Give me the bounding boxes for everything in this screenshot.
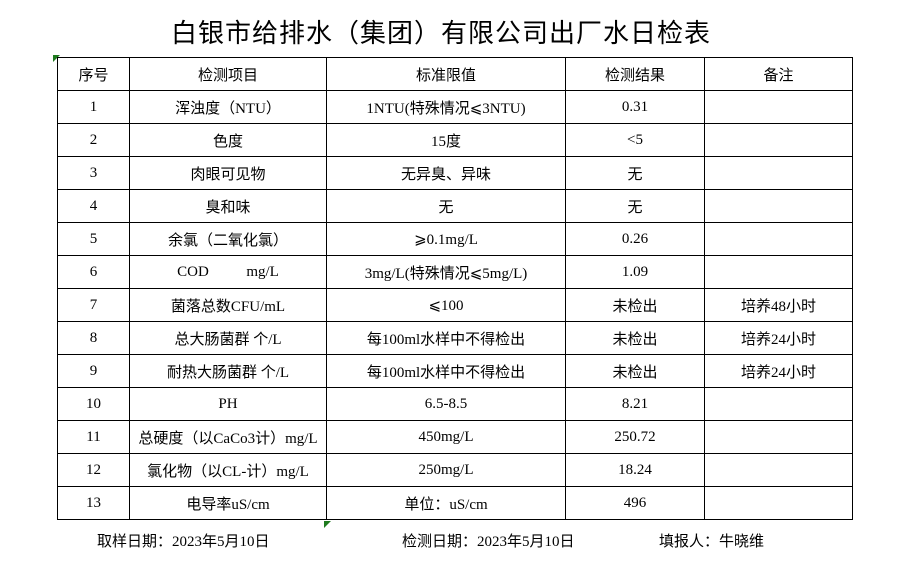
cell-limit: 无异臭、异味 [326, 156, 566, 190]
cell-item: 电导率uS/cm [129, 486, 327, 520]
cell-no: 6 [57, 255, 130, 289]
cell-note: 培养24小时 [704, 321, 853, 355]
cell-result: 18.24 [565, 453, 705, 487]
cell-item: 耐热大肠菌群 个/L [129, 354, 327, 388]
excel-error-marker-icon [53, 55, 60, 62]
cell-note: 培养24小时 [704, 354, 853, 388]
col-header-item: 检测项目 [129, 57, 327, 91]
cell-item: 总硬度（以CaCo3计）mg/L [129, 420, 327, 454]
cell-note [704, 486, 853, 520]
footer-sampling-date: 取样日期：2023年5月10日 [97, 530, 270, 551]
cell-limit: 3mg/L(特殊情况⩽5mg/L) [326, 255, 566, 289]
cell-limit: 每100ml水样中不得检出 [326, 321, 566, 355]
cell-item: 臭和味 [129, 189, 327, 223]
cell-note [704, 123, 853, 157]
cell-no: 10 [57, 387, 130, 421]
table-row: 3 肉眼可见物 无异臭、异味 无 [57, 156, 853, 190]
table-row: 10 PH 6.5-8.5 8.21 [57, 387, 853, 421]
cell-limit: 6.5-8.5 [326, 387, 566, 421]
reporter-label: 填报人： [659, 534, 720, 550]
cell-item: 余氯（二氧化氯） [129, 222, 327, 256]
table-row: 2 色度 15度 <5 [57, 123, 853, 157]
cell-no: 12 [57, 453, 130, 487]
table-row: 13 电导率uS/cm 单位：uS/cm 496 [57, 486, 853, 520]
footer-test-date: 检测日期：2023年5月10日 [402, 530, 575, 551]
table-row: 8 总大肠菌群 个/L 每100ml水样中不得检出 未检出 培养24小时 [57, 321, 853, 355]
cell-item: 浑浊度（NTU） [129, 90, 327, 124]
col-header-no: 序号 [57, 57, 130, 91]
cell-result: 无 [565, 156, 705, 190]
cell-note [704, 189, 853, 223]
cell-no: 7 [57, 288, 130, 322]
cell-result: 250.72 [565, 420, 705, 454]
table-header-row: 序号 检测项目 标准限值 检测结果 备注 [57, 57, 853, 91]
cell-item: COD mg/L [129, 255, 327, 289]
cell-limit: 单位：uS/cm [326, 486, 566, 520]
cell-note [704, 255, 853, 289]
cell-limit: 450mg/L [326, 420, 566, 454]
cell-no: 1 [57, 90, 130, 124]
cell-limit: ⩽100 [326, 288, 566, 322]
cell-item: 总大肠菌群 个/L [129, 321, 327, 355]
cell-limit: 250mg/L [326, 453, 566, 487]
cell-no: 3 [57, 156, 130, 190]
col-header-note: 备注 [704, 57, 853, 91]
col-header-limit: 标准限值 [326, 57, 566, 91]
cell-item: 氯化物（以CL-计）mg/L [129, 453, 327, 487]
cell-item: 菌落总数CFU/mL [129, 288, 327, 322]
cell-note [704, 222, 853, 256]
cell-note [704, 387, 853, 421]
table-row: 11 总硬度（以CaCo3计）mg/L 450mg/L 250.72 [57, 420, 853, 454]
cell-no: 8 [57, 321, 130, 355]
cell-note [704, 90, 853, 124]
cell-no: 13 [57, 486, 130, 520]
sampling-date-label: 取样日期： [97, 534, 173, 550]
cell-note [704, 453, 853, 487]
cell-limit: 每100ml水样中不得检出 [326, 354, 566, 388]
sampling-date-value: 2023年5月10日 [172, 534, 270, 550]
cell-result: 未检出 [565, 288, 705, 322]
cell-limit: 无 [326, 189, 566, 223]
cell-result: <5 [565, 123, 705, 157]
cell-note [704, 420, 853, 454]
cell-limit: ⩾0.1mg/L [326, 222, 566, 256]
table-row: 5 余氯（二氧化氯） ⩾0.1mg/L 0.26 [57, 222, 853, 256]
reporter-value: 牛晓维 [719, 534, 765, 550]
cell-no: 5 [57, 222, 130, 256]
table-row: 1 浑浊度（NTU） 1NTU(特殊情况⩽3NTU) 0.31 [57, 90, 853, 124]
cell-no: 2 [57, 123, 130, 157]
cell-item: 肉眼可见物 [129, 156, 327, 190]
cell-no: 9 [57, 354, 130, 388]
cell-result: 0.31 [565, 90, 705, 124]
table-row: 7 菌落总数CFU/mL ⩽100 未检出 培养48小时 [57, 288, 853, 322]
cell-result: 未检出 [565, 321, 705, 355]
cell-result: 1.09 [565, 255, 705, 289]
cell-result: 无 [565, 189, 705, 223]
table-row: 6 COD mg/L 3mg/L(特殊情况⩽5mg/L) 1.09 [57, 255, 853, 289]
daily-check-table: 序号 检测项目 标准限值 检测结果 备注 1 浑浊度（NTU） 1NTU(特殊情… [57, 57, 853, 520]
col-header-result: 检测结果 [565, 57, 705, 91]
cell-limit: 15度 [326, 123, 566, 157]
cell-result: 0.26 [565, 222, 705, 256]
cell-item: PH [129, 387, 327, 421]
cell-result: 8.21 [565, 387, 705, 421]
footer-reporter: 填报人：牛晓维 [659, 530, 764, 551]
cell-note: 培养48小时 [704, 288, 853, 322]
cell-result: 未检出 [565, 354, 705, 388]
table-row: 4 臭和味 无 无 [57, 189, 853, 223]
test-date-value: 2023年5月10日 [477, 534, 575, 550]
page-title: 白银市给排水（集团）有限公司出厂水日检表 [170, 19, 711, 48]
cell-limit: 1NTU(特殊情况⩽3NTU) [326, 90, 566, 124]
cell-item: 色度 [129, 123, 327, 157]
cell-no: 11 [57, 420, 130, 454]
cell-result: 496 [565, 486, 705, 520]
cell-note [704, 156, 853, 190]
cell-no: 4 [57, 189, 130, 223]
table-row: 12 氯化物（以CL-计）mg/L 250mg/L 18.24 [57, 453, 853, 487]
test-date-label: 检测日期： [402, 534, 478, 550]
excel-error-marker-icon [324, 521, 331, 528]
table-row: 9 耐热大肠菌群 个/L 每100ml水样中不得检出 未检出 培养24小时 [57, 354, 853, 388]
